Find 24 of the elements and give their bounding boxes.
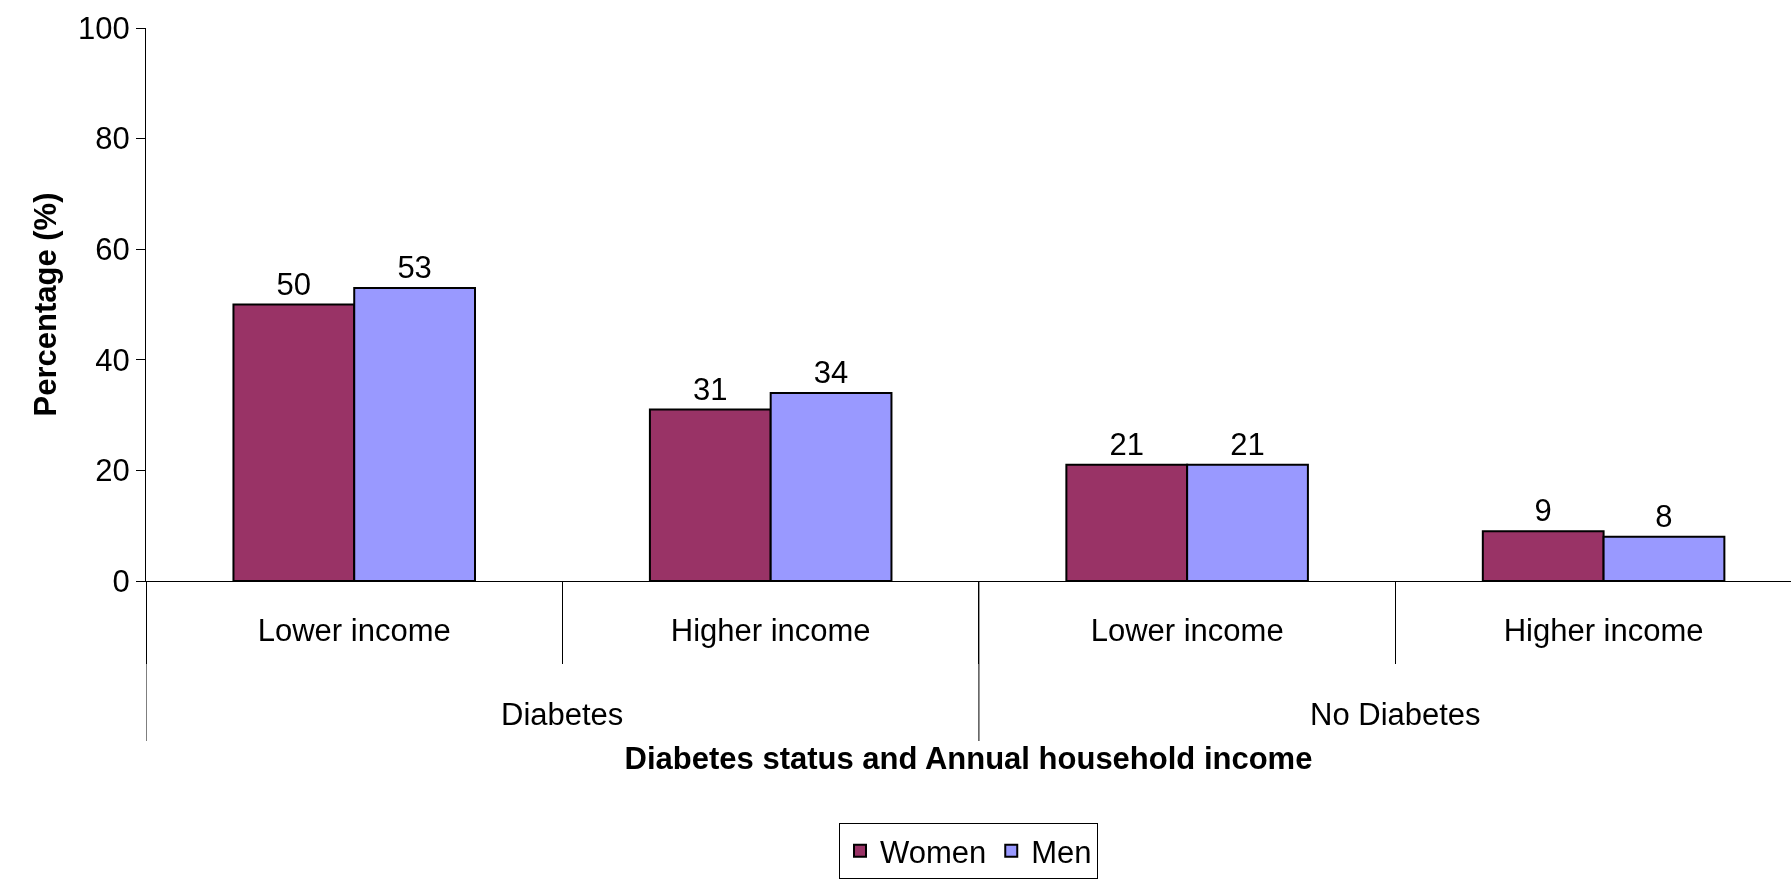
y-axis-title: Percentage (%) bbox=[27, 192, 63, 417]
y-tick-label: 80 bbox=[95, 121, 130, 157]
y-tick-label: 40 bbox=[95, 342, 130, 378]
y-tick-label: 20 bbox=[95, 453, 130, 489]
data-label: 34 bbox=[813, 354, 849, 390]
data-label: 8 bbox=[1655, 498, 1673, 534]
legend-label: Men bbox=[1031, 834, 1092, 870]
y-tick-label: 0 bbox=[112, 563, 130, 599]
data-label: 21 bbox=[1230, 426, 1265, 462]
data-label: 31 bbox=[693, 371, 728, 407]
legend-label: Women bbox=[880, 834, 987, 870]
x-tick-label: Higher income bbox=[670, 613, 871, 649]
x-axis-title: Diabetes status and Annual household income bbox=[624, 741, 1313, 777]
text: No Diabetes bbox=[1310, 697, 1481, 732]
x-tick-label: Lower income bbox=[1090, 613, 1284, 649]
data-label: 9 bbox=[1534, 493, 1552, 529]
x-tick-label: Higher income bbox=[1503, 613, 1704, 649]
data-label: 21 bbox=[1109, 426, 1144, 462]
y-tick-label: 60 bbox=[95, 232, 130, 268]
data-label: 53 bbox=[397, 249, 432, 285]
data-label: 50 bbox=[276, 266, 312, 302]
y-tick-label: 100 bbox=[78, 10, 130, 46]
text: Diabetes bbox=[501, 697, 624, 732]
x-tick-label: Lower income bbox=[257, 613, 451, 649]
